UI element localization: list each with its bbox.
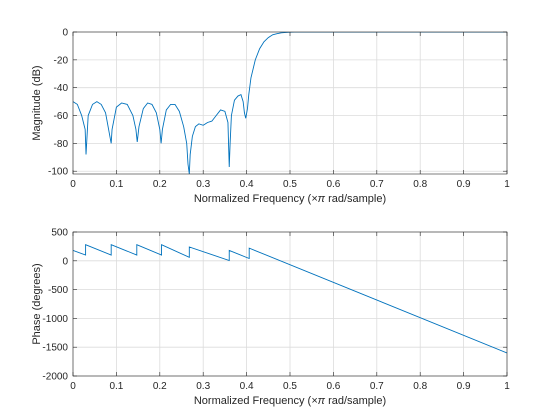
phase-xtick-label: 0.9 bbox=[457, 381, 471, 392]
phase-ytick-label: 500 bbox=[51, 228, 68, 239]
magnitude-ytick-label: -60 bbox=[54, 111, 69, 122]
phase-xtick-label: 0.7 bbox=[370, 381, 384, 392]
phase-xlabel-symbol: ×π bbox=[311, 395, 325, 407]
magnitude-axes: 0 0.1 0.2 0.3 0.4 0.5 0.6 0.7 0.8 0.9 1 -100 -80 -60 -… bbox=[31, 28, 510, 206]
magnitude-xlabel-suffix: rad/sample) bbox=[325, 193, 386, 205]
phase-ytick-label: 0 bbox=[62, 256, 68, 267]
magnitude-xlabel-prefix: Normalized Frequency ( bbox=[194, 193, 312, 205]
phase-ytick-label: -1000 bbox=[42, 314, 68, 325]
magnitude-ytick-label: 0 bbox=[62, 28, 68, 39]
phase-xtick-label: 0 bbox=[70, 381, 76, 392]
phase-xtick-label: 1 bbox=[504, 381, 510, 392]
magnitude-xlabel-symbol: ×π bbox=[311, 193, 325, 205]
phase-ytick-label: -1500 bbox=[42, 343, 68, 354]
phase-xtick-label: 0.5 bbox=[283, 381, 297, 392]
magnitude-ytick-label: -20 bbox=[54, 55, 69, 66]
magnitude-series-line bbox=[73, 32, 507, 174]
phase-ylabel: Phase (degrees) bbox=[31, 263, 43, 344]
magnitude-xtick-label: 0 bbox=[70, 179, 76, 190]
phase-xtick-label: 0.3 bbox=[196, 381, 210, 392]
phase-xlabel: Normalized Frequency (×π rad/sample) bbox=[194, 395, 386, 407]
magnitude-xlabel: Normalized Frequency (×π rad/sample) bbox=[194, 193, 386, 205]
phase-xlabel-prefix: Normalized Frequency ( bbox=[194, 395, 312, 407]
phase-xtick-label: 0.8 bbox=[413, 381, 427, 392]
magnitude-xtick-label: 0.7 bbox=[370, 179, 384, 190]
magnitude-ytick-label: -100 bbox=[48, 167, 68, 178]
magnitude-xtick-label: 0.8 bbox=[413, 179, 427, 190]
phase-xtick-label: 0.2 bbox=[153, 381, 167, 392]
phase-xtick-label: 0.6 bbox=[326, 381, 340, 392]
phase-xtick-label: 0.1 bbox=[109, 381, 123, 392]
magnitude-xtick-label: 1 bbox=[504, 179, 510, 190]
magnitude-xtick-label: 0.2 bbox=[153, 179, 167, 190]
phase-xtick-label: 0.4 bbox=[240, 381, 254, 392]
phase-axes: 0 0.1 0.2 0.3 0.4 0.5 0.6 0.7 0.8 0.9 1 -2000 -1500 -… bbox=[31, 228, 510, 408]
magnitude-xtick-label: 0.9 bbox=[457, 179, 471, 190]
magnitude-ytick-label: -80 bbox=[54, 139, 69, 150]
phase-xlabel-suffix: rad/sample) bbox=[325, 395, 386, 407]
magnitude-xtick-label: 0.1 bbox=[109, 179, 123, 190]
magnitude-ylabel: Magnitude (dB) bbox=[31, 65, 43, 140]
phase-ytick-label: -500 bbox=[48, 285, 68, 296]
magnitude-xtick-label: 0.3 bbox=[196, 179, 210, 190]
magnitude-xtick-label: 0.6 bbox=[326, 179, 340, 190]
magnitude-ytick-label: -40 bbox=[54, 83, 69, 94]
magnitude-xtick-label: 0.5 bbox=[283, 179, 297, 190]
phase-series-line bbox=[73, 243, 507, 354]
phase-ytick-label: -2000 bbox=[42, 372, 68, 383]
magnitude-xtick-label: 0.4 bbox=[240, 179, 254, 190]
